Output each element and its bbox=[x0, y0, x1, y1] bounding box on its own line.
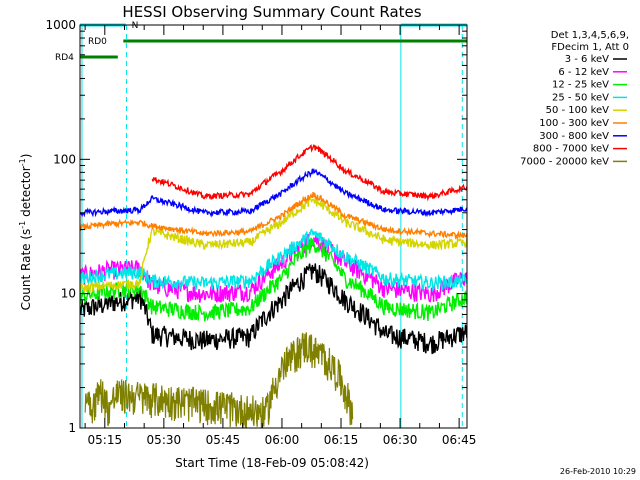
x-tick-label: 06:00 bbox=[265, 433, 300, 447]
x-tick-label: 06:30 bbox=[383, 433, 418, 447]
y-axis-label-mid: detector bbox=[19, 166, 33, 221]
series-line-5 bbox=[80, 191, 467, 241]
x-axis-label: Start Time (18-Feb-09 05:08:42) bbox=[175, 456, 369, 470]
legend-header: FDecim 1, Att 0 bbox=[551, 42, 629, 53]
series-line-6 bbox=[80, 167, 467, 218]
svg-text:Count Rate (s-1 detector-1): Count Rate (s-1 detector-1) bbox=[18, 154, 33, 311]
legend-entry-label: 800 - 7000 keV bbox=[533, 144, 609, 155]
plot-area: N RD0 RD4 1 10 100 1000 05:15 05:30 05:45 06:00 06:… bbox=[45, 18, 476, 447]
legend-entry-label: 6 - 12 keV bbox=[558, 67, 609, 78]
y-axis-label: Count Rate (s-1 detector-1) bbox=[18, 154, 33, 311]
y-axis-label-sup2: -1 bbox=[18, 158, 27, 166]
legend: Det 1,3,4,5,6,9,FDecim 1, Att 03 - 6 keV… bbox=[520, 30, 629, 167]
legend-entry-label: 25 - 50 keV bbox=[552, 92, 609, 103]
series-line-0 bbox=[80, 263, 467, 355]
y-tick-label: 1 bbox=[68, 421, 76, 435]
series-line-3 bbox=[80, 228, 467, 293]
series-group bbox=[80, 143, 467, 428]
legend-entry-label: 300 - 800 keV bbox=[539, 131, 609, 142]
x-ticks: 05:15 05:30 05:45 06:00 06:15 06:30 06:45 bbox=[84, 25, 477, 447]
y-tick-label: 1000 bbox=[45, 18, 76, 32]
legend-entry-label: 7000 - 20000 keV bbox=[520, 156, 609, 167]
x-tick-label: 06:45 bbox=[442, 433, 477, 447]
chart-title: HESSI Observing Summary Count Rates bbox=[122, 3, 421, 21]
flag-label-rd4: RD4 bbox=[55, 53, 74, 63]
y-tick-label: 100 bbox=[53, 152, 76, 166]
flag-label-n: N bbox=[132, 21, 139, 31]
series-line-7 bbox=[151, 143, 467, 202]
plot-frame bbox=[79, 24, 468, 429]
legend-entry-label: 100 - 300 keV bbox=[539, 118, 609, 129]
legend-entry-label: 12 - 25 keV bbox=[552, 80, 609, 91]
series-line-8 bbox=[84, 332, 354, 428]
legend-header: Det 1,3,4,5,6,9, bbox=[551, 30, 629, 41]
flag-label-rd0: RD0 bbox=[88, 37, 107, 47]
flags: N RD0 RD4 bbox=[55, 21, 467, 63]
x-tick-label: 05:30 bbox=[147, 433, 182, 447]
legend-entry-label: 50 - 100 keV bbox=[546, 105, 610, 116]
y-axis-label-sup1: -1 bbox=[18, 221, 27, 229]
footer-date: 26-Feb-2010 10:29 bbox=[560, 467, 636, 476]
series-line-4 bbox=[80, 196, 467, 294]
y-tick-label: 10 bbox=[61, 287, 76, 301]
legend-entry-label: 3 - 6 keV bbox=[565, 54, 609, 65]
series-line-2 bbox=[80, 237, 467, 322]
x-tick-label: 05:15 bbox=[88, 433, 123, 447]
x-tick-label: 05:45 bbox=[206, 433, 241, 447]
y-ticks: 1 10 100 1000 bbox=[45, 18, 467, 435]
x-tick-label: 06:15 bbox=[324, 433, 359, 447]
y-axis-label-end: ) bbox=[19, 154, 33, 159]
y-axis-label-main: Count Rate (s bbox=[19, 229, 33, 311]
